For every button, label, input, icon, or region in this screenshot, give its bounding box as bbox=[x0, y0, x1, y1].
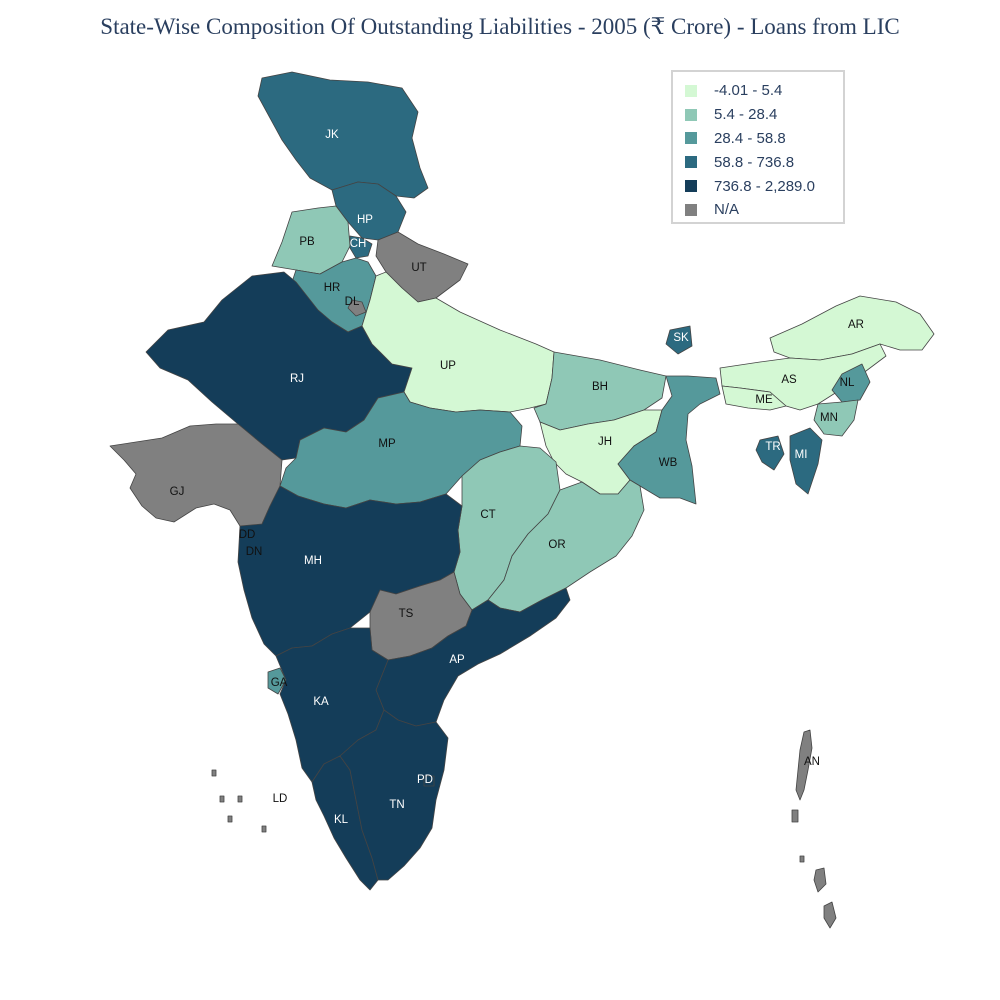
region-ch[interactable] bbox=[349, 235, 373, 259]
legend-item[interactable]: 5.4 - 28.4 bbox=[685, 103, 843, 127]
region-label-ts: TS bbox=[399, 608, 414, 620]
region-label-me: ME bbox=[755, 394, 773, 406]
legend-swatch bbox=[685, 84, 697, 97]
region-label-ga: GA bbox=[271, 677, 288, 689]
region-nl[interactable] bbox=[831, 363, 871, 403]
region-label-dd: DD bbox=[239, 529, 256, 541]
region-label-jh: JH bbox=[598, 436, 612, 448]
region-label-ld: LD bbox=[273, 793, 288, 805]
legend-swatch bbox=[685, 180, 697, 193]
region-label-or: OR bbox=[548, 539, 565, 551]
legend-label: -4.01 - 5.4 bbox=[714, 82, 783, 100]
region-label-tn: TN bbox=[389, 799, 404, 811]
region-label-tr: TR bbox=[765, 441, 780, 453]
region-dl[interactable] bbox=[347, 299, 367, 317]
region-label-wb: WB bbox=[659, 457, 678, 469]
region-jk[interactable] bbox=[257, 71, 429, 199]
legend-item[interactable]: -4.01 - 5.4 bbox=[685, 79, 843, 103]
legend-swatch bbox=[685, 156, 697, 169]
legend-swatch bbox=[685, 132, 697, 145]
region-label-dl: DL bbox=[345, 296, 360, 308]
region-sk[interactable] bbox=[665, 325, 693, 355]
legend-item[interactable]: 28.4 - 58.8 bbox=[685, 127, 843, 151]
legend: -4.01 - 5.4 5.4 - 28.4 28.4 - 58.8 58.8 - 7… bbox=[671, 70, 845, 224]
region-label-up: UP bbox=[440, 360, 456, 372]
region-gj[interactable] bbox=[109, 423, 283, 535]
region-ga[interactable] bbox=[267, 667, 287, 695]
region-label-ar: AR bbox=[848, 319, 864, 331]
region-label-bh: BH bbox=[592, 381, 608, 393]
region-label-kl: KL bbox=[334, 814, 349, 826]
region-ap[interactable] bbox=[375, 587, 571, 727]
region-label-an: AN bbox=[804, 756, 820, 768]
legend-swatch bbox=[685, 108, 697, 121]
legend-label: 28.4 - 58.8 bbox=[714, 129, 786, 147]
region-label-nl: NL bbox=[840, 377, 855, 389]
region-label-ap: AP bbox=[449, 654, 465, 666]
region-label-jk: JK bbox=[325, 129, 339, 141]
region-up[interactable] bbox=[361, 271, 555, 413]
region-label-mp: MP bbox=[378, 438, 396, 450]
region-label-hp: HP bbox=[357, 214, 373, 226]
region-label-ch: CH bbox=[350, 238, 367, 250]
region-tr[interactable] bbox=[755, 435, 785, 471]
legend-label: 58.8 - 736.8 bbox=[714, 153, 795, 171]
region-label-ct: CT bbox=[480, 509, 495, 521]
map-title: State-Wise Composition Of Outstanding Li… bbox=[100, 14, 900, 39]
region-ld[interactable] bbox=[211, 769, 267, 833]
region-label-rj: RJ bbox=[290, 373, 304, 385]
region-label-mn: MN bbox=[820, 412, 838, 424]
legend-label: N/A bbox=[714, 201, 740, 219]
region-label-dn: DN bbox=[246, 546, 263, 558]
region-label-as: AS bbox=[781, 374, 797, 386]
legend-label: 736.8 - 2,289.0 bbox=[714, 177, 815, 195]
legend-item[interactable]: N/A bbox=[685, 198, 843, 222]
region-wb[interactable] bbox=[617, 375, 721, 505]
region-label-ka: KA bbox=[313, 696, 329, 708]
region-label-hr: HR bbox=[324, 282, 341, 294]
legend-item[interactable]: 58.8 - 736.8 bbox=[685, 150, 843, 174]
region-label-ut: UT bbox=[411, 262, 426, 274]
region-me[interactable] bbox=[721, 385, 787, 411]
region-an[interactable] bbox=[791, 729, 837, 929]
region-label-gj: GJ bbox=[170, 486, 185, 498]
region-label-pb: PB bbox=[299, 236, 315, 248]
region-pd[interactable] bbox=[423, 775, 435, 787]
region-mn[interactable] bbox=[813, 399, 859, 437]
region-mi[interactable] bbox=[789, 427, 823, 495]
region-label-sk: SK bbox=[673, 332, 689, 344]
region-label-pd: PD bbox=[417, 774, 433, 786]
legend-label: 5.4 - 28.4 bbox=[714, 106, 778, 124]
legend-item[interactable]: 736.8 - 2,289.0 bbox=[685, 174, 843, 198]
region-tn[interactable] bbox=[339, 709, 449, 881]
legend-swatch bbox=[685, 203, 697, 216]
region-label-mi: MI bbox=[795, 449, 808, 461]
region-label-mh: MH bbox=[304, 555, 322, 567]
